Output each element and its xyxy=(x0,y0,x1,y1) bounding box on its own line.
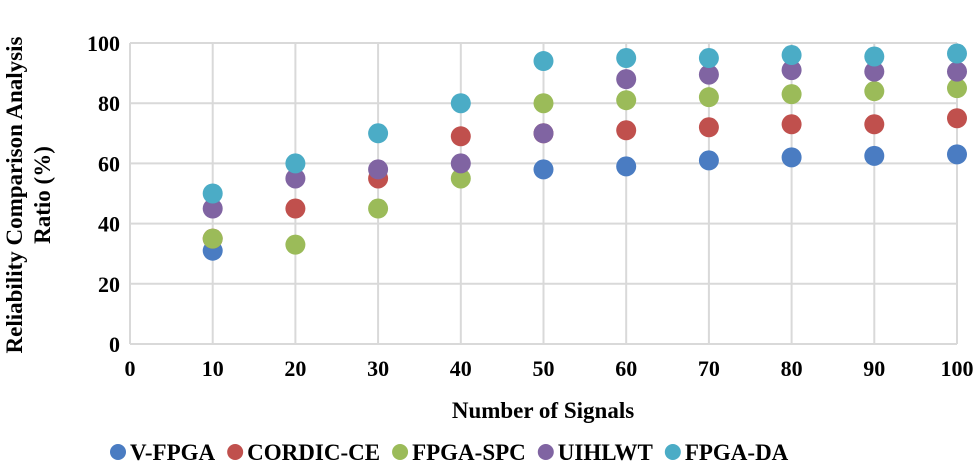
data-point-fpga-spc xyxy=(285,234,306,255)
x-tick-label: 90 xyxy=(863,356,885,381)
legend-marker-v-fpga xyxy=(110,444,126,460)
data-point-cordic-ce xyxy=(864,114,885,135)
y-axis-title-line2: Ratio (%) xyxy=(30,146,55,244)
data-point-fpga-spc xyxy=(616,90,637,111)
data-point-fpga-spc xyxy=(202,228,223,249)
data-point-uihlwt xyxy=(947,61,967,82)
legend-label-v-fpga: V-FPGA xyxy=(130,440,216,465)
data-point-uihlwt xyxy=(616,69,637,90)
legend-marker-fpga-da xyxy=(664,444,681,460)
x-tick-label: 80 xyxy=(781,356,803,381)
legend-label-fpga-da: FPGA-DA xyxy=(685,440,789,465)
data-point-fpga-da xyxy=(202,183,223,204)
data-point-cordic-ce xyxy=(285,198,306,219)
data-point-cordic-ce xyxy=(616,120,637,141)
data-point-fpga-da xyxy=(533,51,554,72)
data-point-cordic-ce xyxy=(781,114,802,135)
y-axis-title-line1: Reliability Comparison Analysis xyxy=(2,36,27,353)
data-point-fpga-da xyxy=(616,48,637,69)
data-point-fpga-da xyxy=(368,123,389,144)
data-point-v-fpga xyxy=(616,156,637,177)
y-tick-label: 0 xyxy=(109,332,120,357)
x-tick-label: 60 xyxy=(615,356,637,381)
data-point-uihlwt xyxy=(285,168,306,189)
legend-marker-cordic-ce xyxy=(227,444,244,460)
y-tick-label: 20 xyxy=(98,272,120,297)
data-point-fpga-da xyxy=(450,93,471,114)
data-point-fpga-da xyxy=(947,43,967,64)
data-point-cordic-ce xyxy=(947,108,967,129)
grid xyxy=(129,42,958,345)
data-point-uihlwt xyxy=(698,64,719,85)
x-axis-title: Number of Signals xyxy=(452,398,634,423)
x-tick-label: 50 xyxy=(533,356,555,381)
x-tick-label: 0 xyxy=(125,356,136,381)
data-point-uihlwt xyxy=(533,123,554,144)
data-point-v-fpga xyxy=(698,150,719,171)
y-tick-label: 40 xyxy=(98,212,120,237)
data-point-fpga-spc xyxy=(947,78,967,99)
data-point-v-fpga xyxy=(533,159,554,180)
legend-marker-fpga-spc xyxy=(392,444,409,460)
data-point-cordic-ce xyxy=(450,126,471,147)
legend-label-fpga-spc: FPGA-SPC xyxy=(412,440,526,465)
y-tick-label: 60 xyxy=(98,151,120,176)
x-tick-label: 40 xyxy=(450,356,472,381)
data-point-fpga-da xyxy=(285,153,306,174)
legend-marker-uihlwt xyxy=(537,444,554,460)
x-tick-label: 30 xyxy=(367,356,389,381)
y-tick-label: 80 xyxy=(98,91,120,116)
data-point-fpga-da xyxy=(781,45,802,66)
data-point-fpga-spc xyxy=(368,198,389,219)
x-tick-label: 20 xyxy=(284,356,306,381)
data-point-uihlwt xyxy=(202,198,223,219)
data-point-fpga-da xyxy=(698,48,719,69)
data-point-uihlwt xyxy=(450,153,471,174)
data-point-cordic-ce xyxy=(698,117,719,138)
data-point-v-fpga xyxy=(864,145,885,166)
data-point-v-fpga xyxy=(947,144,967,165)
data-point-fpga-spc xyxy=(450,168,471,189)
x-tick-label: 10 xyxy=(202,356,224,381)
data-point-fpga-da xyxy=(864,46,885,67)
legend-label-cordic-ce: CORDIC-CE xyxy=(247,440,380,465)
data-point-fpga-spc xyxy=(698,87,719,108)
y-tick-label: 100 xyxy=(87,31,120,56)
data-point-uihlwt xyxy=(864,61,885,82)
data-points xyxy=(202,43,967,261)
legend-label-uihlwt: UIHLWT xyxy=(558,440,653,465)
tick-labels: 0 20 40 60 80 100 0 10 20 30 40 50 60 70 80 90 100 xyxy=(87,31,974,381)
data-point-fpga-spc xyxy=(533,93,554,114)
x-tick-label: 100 xyxy=(941,356,974,381)
data-point-uihlwt xyxy=(368,159,389,180)
data-point-v-fpga xyxy=(781,147,802,168)
data-point-fpga-spc xyxy=(781,84,802,105)
legend: V-FPGA CORDIC-CE FPGA-SPC UIHLWT FPGA-DA xyxy=(110,440,789,465)
data-point-fpga-spc xyxy=(864,81,885,102)
x-tick-label: 70 xyxy=(698,356,720,381)
data-point-uihlwt xyxy=(781,60,802,81)
